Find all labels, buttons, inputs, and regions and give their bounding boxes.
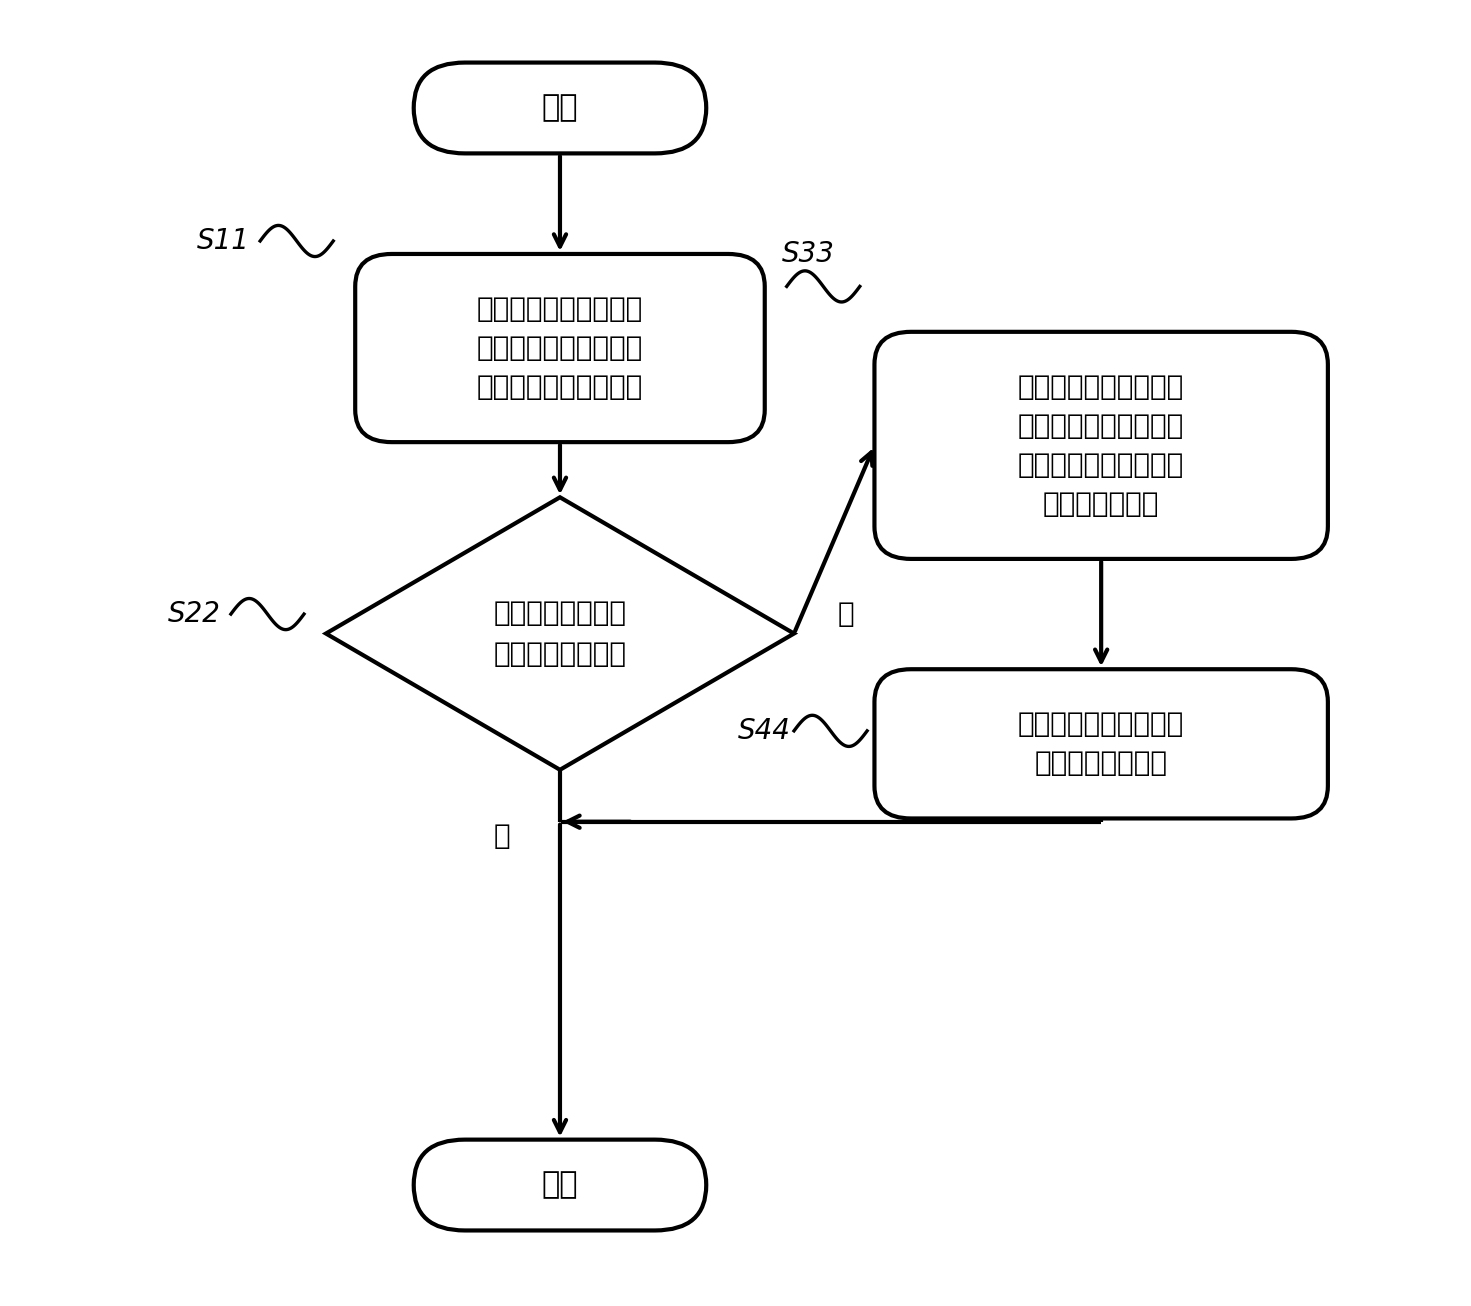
Text: 否: 否 — [493, 821, 510, 850]
Text: 将用户请求转换为由多
个任务节点构成的任务
流，并执行所述任务流: 将用户请求转换为由多 个任务节点构成的任务 流，并执行所述任务流 — [477, 295, 643, 401]
Text: 根据节点信息，执行出
现异常的任务节点: 根据节点信息，执行出 现异常的任务节点 — [1018, 710, 1184, 777]
Text: S11: S11 — [197, 227, 250, 255]
Text: 判断各任务节点的
执行是否出现异常: 判断各任务节点的 执行是否出现异常 — [493, 599, 627, 669]
Text: 是: 是 — [838, 599, 855, 628]
Text: S33: S33 — [783, 240, 836, 268]
Text: 结束: 结束 — [541, 1170, 578, 1199]
Text: 暂时中止任务流的执行
，并将出现异常的任务
节点的节点信息放入多
级别等待队列中: 暂时中止任务流的执行 ，并将出现异常的任务 节点的节点信息放入多 级别等待队列中 — [1018, 374, 1184, 518]
Text: 开始: 开始 — [541, 94, 578, 123]
Text: S22: S22 — [168, 599, 221, 628]
Text: S44: S44 — [738, 717, 791, 744]
